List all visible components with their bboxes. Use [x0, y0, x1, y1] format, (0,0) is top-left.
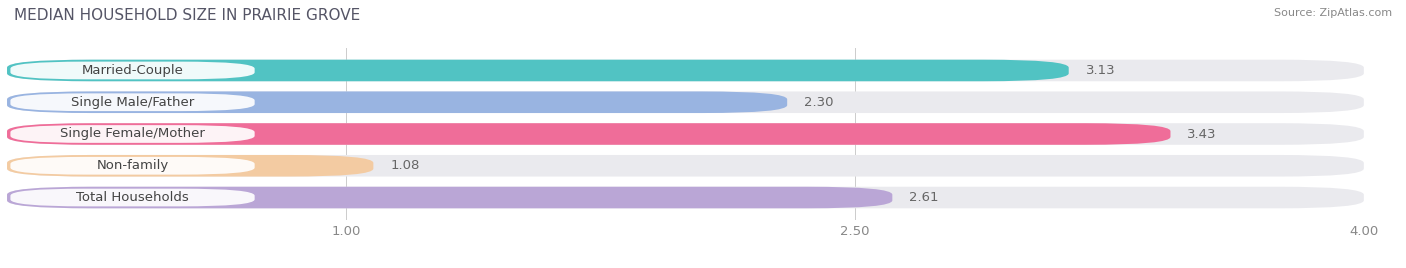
FancyBboxPatch shape: [7, 91, 787, 113]
Text: 2.61: 2.61: [910, 191, 939, 204]
Text: MEDIAN HOUSEHOLD SIZE IN PRAIRIE GROVE: MEDIAN HOUSEHOLD SIZE IN PRAIRIE GROVE: [14, 8, 360, 23]
Text: Source: ZipAtlas.com: Source: ZipAtlas.com: [1274, 8, 1392, 18]
FancyBboxPatch shape: [10, 93, 254, 111]
FancyBboxPatch shape: [7, 60, 1069, 81]
FancyBboxPatch shape: [7, 155, 374, 177]
Text: 1.08: 1.08: [391, 159, 420, 172]
FancyBboxPatch shape: [7, 123, 1364, 145]
FancyBboxPatch shape: [7, 60, 1364, 81]
FancyBboxPatch shape: [7, 91, 1364, 113]
FancyBboxPatch shape: [7, 187, 1364, 208]
Text: Married-Couple: Married-Couple: [82, 64, 183, 77]
FancyBboxPatch shape: [7, 155, 1364, 177]
Text: 3.43: 3.43: [1188, 128, 1218, 140]
FancyBboxPatch shape: [10, 62, 254, 79]
Text: Single Female/Mother: Single Female/Mother: [60, 128, 205, 140]
FancyBboxPatch shape: [10, 189, 254, 206]
FancyBboxPatch shape: [10, 157, 254, 175]
Text: 3.13: 3.13: [1085, 64, 1115, 77]
Text: Non-family: Non-family: [97, 159, 169, 172]
FancyBboxPatch shape: [7, 187, 893, 208]
Text: 2.30: 2.30: [804, 96, 834, 109]
Text: Total Households: Total Households: [76, 191, 188, 204]
Text: Single Male/Father: Single Male/Father: [70, 96, 194, 109]
FancyBboxPatch shape: [10, 125, 254, 143]
FancyBboxPatch shape: [7, 123, 1170, 145]
